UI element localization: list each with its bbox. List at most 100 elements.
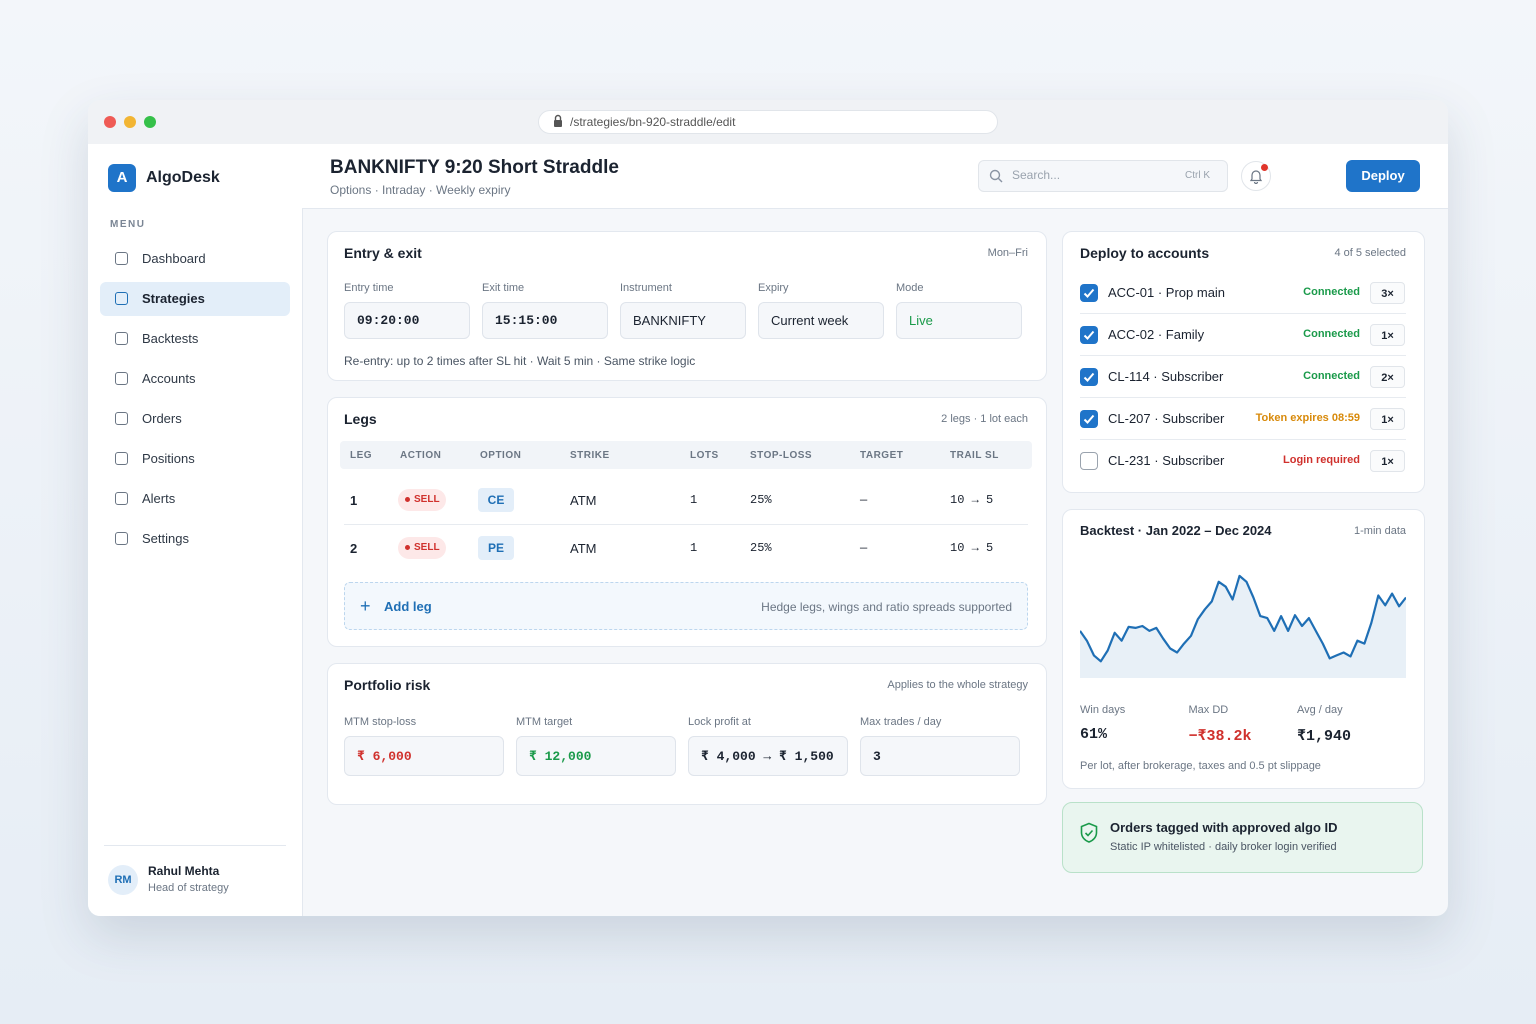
field-input[interactable]: 09:20:00 <box>344 302 470 339</box>
nav-item[interactable]: Orders <box>142 411 182 426</box>
add-leg-note: Hedge legs, wings and ratio spreads supp… <box>761 600 1012 614</box>
account-name: ACC-02 · Family <box>1108 327 1205 342</box>
nav-icon <box>115 332 128 345</box>
add-leg-text[interactable]: Add leg <box>384 599 432 614</box>
page-subtitle: Options · Intraday · Weekly expiry <box>330 183 511 197</box>
bell-icon <box>1249 170 1263 184</box>
multiplier-pill[interactable]: 2× <box>1370 366 1405 388</box>
nav-item[interactable]: Strategies <box>142 291 205 306</box>
field-input[interactable]: ₹ 6,000 <box>344 736 504 776</box>
close-dot[interactable] <box>104 116 116 128</box>
account-status: Login required <box>1283 454 1360 466</box>
multiplier-pill[interactable]: 3× <box>1370 282 1405 304</box>
field-label: Instrument <box>620 282 672 294</box>
stat-label: Win days <box>1080 704 1126 716</box>
field-label: Max trades / day <box>860 716 942 728</box>
maximize-dot[interactable] <box>144 116 156 128</box>
plus-icon: + <box>360 596 371 616</box>
nav-item[interactable]: Positions <box>142 451 195 466</box>
stat-value: ₹1,940 <box>1297 728 1352 745</box>
action-pill <box>398 489 446 511</box>
checkbox[interactable] <box>1080 410 1098 428</box>
field-input[interactable]: 3 <box>860 736 1020 776</box>
table-header <box>340 441 1032 469</box>
check-mark <box>1083 330 1095 340</box>
deploy-button[interactable]: Deploy <box>1346 160 1420 192</box>
nav-icon <box>115 372 128 385</box>
reentry-text: Re-entry: up to 2 times after SL hit · W… <box>344 354 696 368</box>
lock-icon <box>554 114 562 127</box>
action-pill <box>398 537 446 559</box>
field-input[interactable]: 15:15:00 <box>482 302 608 339</box>
minimize-dot[interactable] <box>124 116 136 128</box>
brand-logo: A <box>108 164 136 192</box>
field-input[interactable]: ₹ 12,000 <box>516 736 676 776</box>
cell: 25% <box>750 493 772 507</box>
card-title: Deploy to accounts <box>1080 245 1210 261</box>
add-leg-box[interactable] <box>344 582 1028 630</box>
equity-line <box>1080 574 1406 663</box>
nav-item[interactable]: Settings <box>142 531 189 546</box>
card-note: 2 legs · 1 lot each <box>941 413 1028 425</box>
row-divider <box>1080 313 1406 314</box>
cell: ATM <box>570 493 597 508</box>
column-header: TARGET <box>860 450 904 461</box>
field-input[interactable]: Live <box>896 302 1022 339</box>
action-text: SELL <box>414 542 440 553</box>
account-name: CL-114 · Subscriber <box>1108 369 1224 384</box>
field-label: MTM target <box>516 716 573 728</box>
option-pill: PE <box>478 536 514 560</box>
search-box[interactable] <box>978 160 1228 192</box>
checkbox[interactable] <box>1080 284 1098 302</box>
nav-item[interactable]: Dashboard <box>142 251 206 266</box>
card-note: 1-min data <box>1354 525 1406 537</box>
field-label: Entry time <box>344 282 394 294</box>
search-placeholder: Search... <box>1012 168 1061 182</box>
field-input[interactable]: Current week <box>758 302 884 339</box>
backtest-footnote: Per lot, after brokerage, taxes and 0.5 … <box>1080 760 1321 772</box>
account-name: CL-207 · Subscriber <box>1108 411 1225 426</box>
checkbox[interactable] <box>1080 368 1098 386</box>
column-header: LOTS <box>690 450 719 461</box>
row-divider <box>1080 355 1406 356</box>
cell: 1 <box>350 493 358 508</box>
nav-active-bg <box>100 282 290 316</box>
checkbox[interactable] <box>1080 452 1098 470</box>
page-title: BANKNIFTY 9:20 Short Straddle <box>330 157 619 178</box>
notification-dot <box>1261 164 1268 171</box>
accounts-card <box>1062 231 1425 493</box>
banner-title: Orders tagged with approved algo ID <box>1110 820 1338 835</box>
nav-item[interactable]: Backtests <box>142 331 199 346</box>
banner-text: Static IP whitelisted · daily broker log… <box>1110 841 1337 853</box>
cell: 1 <box>690 493 698 507</box>
cell: — <box>860 541 868 555</box>
divider <box>104 845 286 846</box>
card-title: Legs <box>344 411 377 427</box>
account-name: ACC-01 · Prop main <box>1108 285 1226 300</box>
action-text: SELL <box>414 494 440 505</box>
search-icon <box>989 169 1003 183</box>
card-note: Mon–Fri <box>987 247 1028 259</box>
multiplier-pill[interactable]: 1× <box>1370 408 1405 430</box>
equity-chart <box>1080 574 1406 678</box>
column-header: STOP-LOSS <box>750 450 813 461</box>
card-title: Portfolio risk <box>344 677 431 693</box>
field-label: Exit time <box>482 282 525 294</box>
column-header: STRIKE <box>570 450 610 461</box>
multiplier-pill[interactable]: 1× <box>1370 450 1405 472</box>
url-bar[interactable] <box>538 110 998 134</box>
column-header: LEG <box>350 450 373 461</box>
checkbox[interactable] <box>1080 326 1098 344</box>
multiplier-pill[interactable]: 1× <box>1370 324 1405 346</box>
card-title: Backtest · Jan 2022 – Dec 2024 <box>1080 523 1272 538</box>
nav-item[interactable]: Alerts <box>142 491 176 506</box>
account-status: Connected <box>1303 370 1360 382</box>
column-header: ACTION <box>400 450 442 461</box>
field-input[interactable]: ₹ 4,000 → ₹ 1,500 <box>688 736 848 776</box>
field-input[interactable]: BANKNIFTY <box>620 302 746 339</box>
backtest-card <box>1062 509 1425 789</box>
cell: 25% <box>750 541 772 555</box>
account-status: Connected <box>1303 328 1360 340</box>
nav-item[interactable]: Accounts <box>142 371 196 386</box>
